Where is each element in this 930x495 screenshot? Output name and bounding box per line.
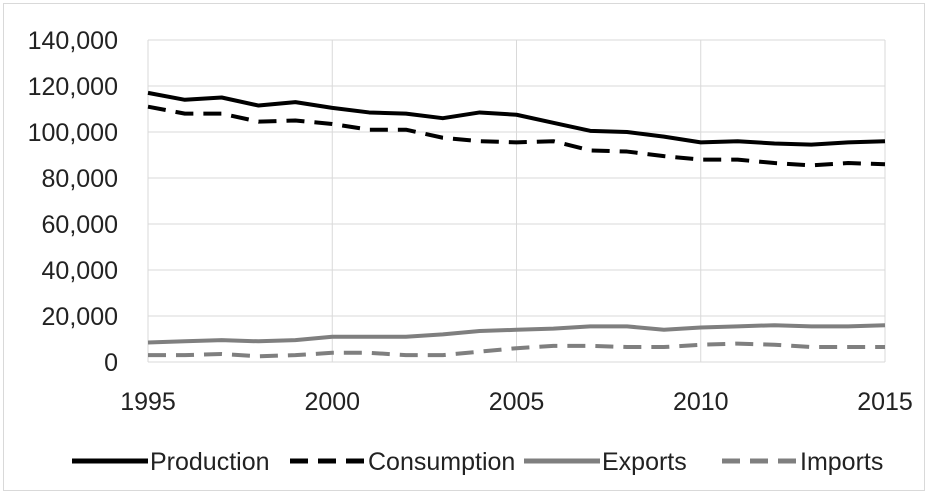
x-axis-tick-labels: 1995 2000 2005 2010 2015 xyxy=(120,388,913,416)
y-tick-label: 80,000 xyxy=(42,165,118,193)
series-lines xyxy=(147,90,886,359)
x-tick-label: 2010 xyxy=(673,388,729,416)
gridlines xyxy=(147,39,886,363)
series-line-consumption xyxy=(147,104,886,168)
series-line-exports xyxy=(147,323,886,345)
legend-label-production: Production xyxy=(150,448,270,476)
legend-label-consumption: Consumption xyxy=(368,448,515,476)
y-tick-label: 40,000 xyxy=(42,257,118,285)
legend: Production Consumption Exports Imports xyxy=(72,448,883,476)
y-tick-label: 60,000 xyxy=(42,211,118,239)
series-line-imports xyxy=(148,341,885,359)
chart-frame xyxy=(3,3,925,491)
x-tick-label: 2000 xyxy=(304,388,360,416)
y-tick-label: 120,000 xyxy=(28,73,118,101)
y-tick-label: 140,000 xyxy=(28,27,118,55)
legend-label-imports: Imports xyxy=(800,448,883,476)
x-tick-label: 2015 xyxy=(857,388,913,416)
x-tick-label: 1995 xyxy=(120,388,176,416)
y-axis-tick-labels: 0 20,000 40,000 60,000 80,000 100,000 120,000 1… xyxy=(28,27,118,377)
y-tick-label: 100,000 xyxy=(28,119,118,147)
y-tick-label: 20,000 xyxy=(42,303,118,331)
y-tick-label: 0 xyxy=(104,349,118,377)
legend-label-exports: Exports xyxy=(602,448,687,476)
series-line-production xyxy=(147,90,886,147)
x-tick-label: 2005 xyxy=(489,388,545,416)
